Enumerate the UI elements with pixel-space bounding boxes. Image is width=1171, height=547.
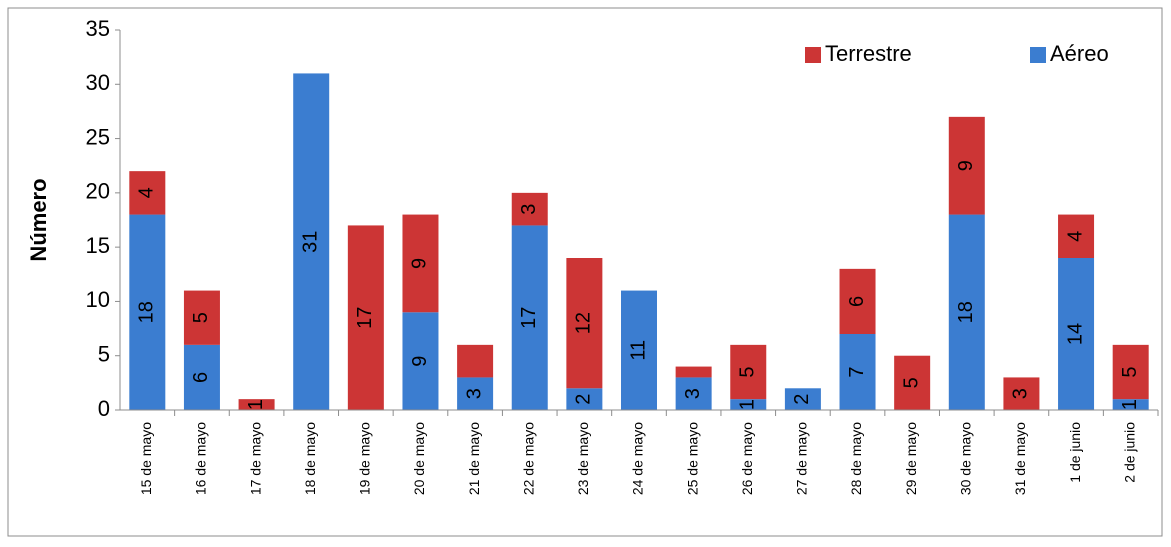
data-label: 3 [1010,388,1032,399]
y-tick-label: 15 [86,233,110,258]
data-label: 17 [354,307,376,329]
y-tick-label: 20 [86,179,110,204]
bar-segment [839,334,876,410]
x-tick-label: 31 de mayo [1012,422,1028,495]
data-label: 14 [1064,323,1086,345]
y-tick-label: 0 [98,396,110,421]
data-label: 6 [846,296,868,307]
data-label: 7 [846,366,868,377]
y-tick-label: 25 [86,124,110,149]
data-label: 2 [573,394,595,405]
bar-segment [784,388,821,410]
data-label: 2 [791,394,813,405]
y-tick-label: 10 [86,287,110,312]
data-label: 3 [518,204,540,215]
bar-segment [238,399,275,410]
bar-segment [566,258,603,389]
data-label: 9 [409,258,431,269]
data-label: 17 [518,307,540,329]
x-tick-label: 26 de mayo [739,422,755,495]
x-tick-label: 19 de mayo [357,422,373,495]
data-label: 1 [1119,399,1141,410]
y-tick-label: 35 [86,16,110,41]
data-label: 3 [463,388,485,399]
bar-segment [511,225,548,410]
bar-segment [183,344,220,410]
data-label: 9 [409,356,431,367]
data-label: 1 [245,399,267,410]
legend-label: Terrestre [825,41,912,66]
data-label: 4 [136,187,158,198]
legend-swatch [1030,47,1046,63]
x-tick-label: 17 de mayo [247,422,263,495]
data-label: 4 [1064,231,1086,242]
x-tick-label: 30 de mayo [957,422,973,495]
x-tick-label: 15 de mayo [138,422,154,495]
y-tick-label: 30 [86,70,110,95]
bar-segment [948,116,985,215]
data-label: 9 [955,160,977,171]
x-tick-label: 25 de mayo [684,422,700,495]
data-label: 11 [627,340,649,361]
x-tick-label: 22 de mayo [520,422,536,495]
data-label: 5 [1119,366,1141,377]
bar-segment [457,377,494,410]
data-label: 5 [900,377,922,388]
data-label: 6 [190,372,212,383]
data-label: 5 [737,366,759,377]
bar-segment [1112,344,1149,400]
bar-segment [511,192,548,226]
x-tick-label: 23 de mayo [575,422,591,495]
data-label: 1 [737,399,759,410]
data-label: 18 [136,301,158,323]
bar-segment [730,344,767,400]
data-label: 3 [682,388,704,399]
x-tick-label: 1 de junio [1067,422,1083,483]
bar-segment [621,290,657,410]
x-tick-label: 27 de mayo [794,422,810,495]
x-tick-label: 21 de mayo [466,422,482,495]
bar-segment [129,171,166,215]
bar-segment [1058,214,1095,258]
bar-segment [1112,399,1149,410]
legend-label: Aéreo [1050,41,1109,66]
x-tick-label: 24 de mayo [630,422,646,495]
bar-segment [1003,377,1040,410]
bar-segment [347,225,384,410]
bar-segment [1058,258,1095,410]
data-label: 12 [573,312,595,334]
x-tick-label: 18 de mayo [302,422,318,495]
data-label: 18 [955,301,977,323]
bar-segment [293,73,330,410]
x-tick-label: 29 de mayo [903,422,919,495]
y-tick-label: 5 [98,342,110,367]
bar-segment [183,290,220,345]
bar-segment [894,355,931,410]
bar-segment [675,377,712,410]
bar-segment [402,214,439,313]
data-label: 5 [190,312,212,323]
bar-segment [457,344,494,378]
bar-segment [839,268,876,334]
x-tick-label: 20 de mayo [411,422,427,495]
y-axis-title: Número [26,178,51,261]
bar-segment [730,399,767,410]
bar-segment [129,214,166,410]
x-tick-label: 16 de mayo [193,422,209,495]
bar-segment [675,366,712,378]
x-tick-label: 28 de mayo [848,422,864,495]
x-tick-label: 2 de junio [1121,422,1137,483]
data-label: 31 [299,231,321,253]
bar-segment [948,214,985,410]
bar-segment [566,388,603,410]
bar-segment [402,312,439,410]
legend-swatch [805,47,821,63]
